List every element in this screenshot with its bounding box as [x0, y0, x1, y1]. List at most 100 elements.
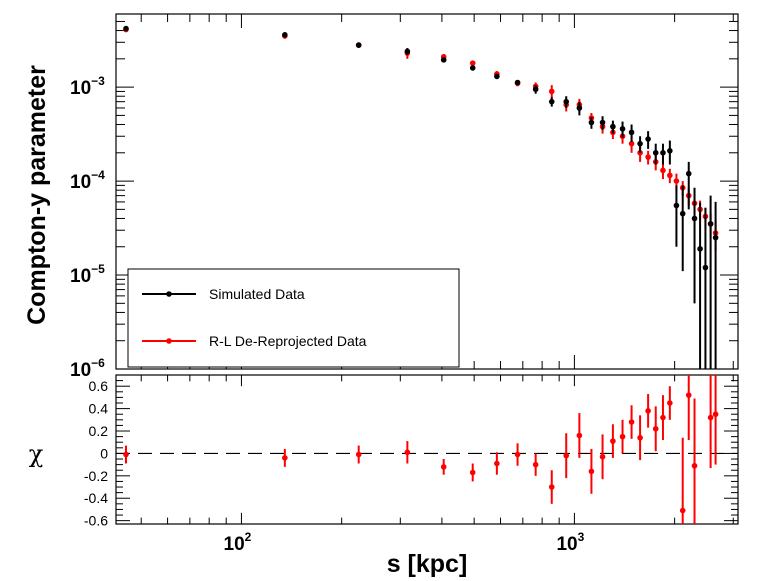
- data-point: [469, 65, 476, 71]
- data-point: [355, 42, 362, 48]
- y-tick-label: 10−4: [70, 168, 105, 193]
- data-point: [440, 57, 447, 63]
- data-point: [532, 86, 539, 93]
- data-point: [702, 264, 709, 271]
- data-point: [637, 140, 643, 147]
- chi-point: [685, 392, 692, 398]
- data-point: [691, 215, 698, 222]
- chi-point: [691, 462, 698, 469]
- chi-point: [707, 414, 714, 421]
- data-point: [628, 140, 635, 147]
- chi-point: [645, 408, 651, 414]
- chi-tick-label: 0.2: [89, 423, 109, 439]
- x-tick-label: 103: [556, 530, 584, 555]
- data-point: [588, 119, 595, 126]
- data-point: [707, 221, 714, 227]
- top-panel-frame: [115, 13, 739, 370]
- chi-point: [599, 453, 606, 460]
- chi-point: [123, 451, 129, 458]
- data-point: [494, 73, 500, 80]
- data-point: [404, 48, 411, 55]
- top-data-points: [123, 25, 719, 369]
- top-axis-ticks: [116, 13, 738, 370]
- data-point: [576, 105, 583, 111]
- data-point: [628, 129, 635, 136]
- chi-tick-label: 0.4: [89, 401, 109, 417]
- y-tick-label: 10−5: [70, 262, 105, 287]
- chi-point: [548, 484, 555, 490]
- bottom-data-points: [123, 375, 719, 524]
- data-point: [469, 60, 476, 66]
- chi-point: [712, 411, 719, 418]
- chi-point: [588, 468, 595, 475]
- x-tick-exponent: 2: [245, 530, 252, 544]
- data-point: [123, 25, 129, 32]
- legend-label-simulated: Simulated Data: [209, 286, 305, 302]
- top-y-tick-labels: 10−610−510−410−3: [70, 74, 105, 381]
- x-tick-exponent: 3: [578, 530, 585, 544]
- x-axis-title: s [kpc]: [387, 550, 468, 578]
- bottom-axis-ticks: [116, 375, 738, 524]
- chi-point: [610, 438, 616, 444]
- y-tick-base: 10: [70, 266, 91, 287]
- data-point: [673, 178, 680, 184]
- bottom-panel-frame: [115, 374, 739, 525]
- data-point: [548, 88, 555, 95]
- chi-point: [532, 461, 539, 468]
- data-point: [685, 170, 692, 177]
- chi-point: [494, 460, 500, 467]
- chi-tick-label: 0: [100, 445, 108, 461]
- data-point: [679, 210, 686, 217]
- y-tick-label: 10−6: [70, 356, 105, 381]
- data-point: [652, 149, 659, 156]
- data-point: [660, 149, 666, 156]
- chi-point: [563, 452, 570, 459]
- chi-point: [637, 434, 643, 441]
- chi-point: [576, 432, 583, 439]
- chi-point: [440, 464, 447, 470]
- legend-label-rl: R-L De-Reprojected Data: [209, 333, 367, 349]
- y-tick-exponent: −5: [91, 262, 105, 276]
- data-point: [548, 98, 555, 105]
- y-tick-base: 10: [70, 360, 91, 381]
- legend-box: [127, 268, 460, 368]
- y-tick-label: 10−3: [70, 74, 105, 99]
- chi-point: [652, 425, 659, 432]
- y-tick-exponent: −4: [91, 168, 105, 182]
- data-point: [660, 167, 666, 174]
- data-point: [645, 154, 651, 160]
- chi-point: [469, 469, 476, 476]
- legend: Simulated Data R-L De-Reprojected Data: [127, 268, 460, 368]
- chi-point: [404, 449, 411, 456]
- data-point: [563, 98, 570, 105]
- data-point: [619, 126, 626, 132]
- data-point: [645, 136, 651, 142]
- x-tick-base: 10: [556, 534, 577, 555]
- chi-point: [282, 455, 288, 461]
- chi-axis-title: χ: [29, 440, 44, 468]
- data-point: [667, 148, 673, 154]
- chi-point: [660, 414, 666, 421]
- y-tick-exponent: −6: [91, 356, 105, 370]
- chi-point: [667, 400, 673, 406]
- data-point: [282, 32, 288, 38]
- data-point: [712, 234, 719, 241]
- data-point: [667, 172, 673, 179]
- x-tick-labels: 102 103: [224, 530, 585, 555]
- y-tick-base: 10: [70, 172, 91, 193]
- y-axis-title: Compton-y parameter: [23, 65, 51, 325]
- data-point: [599, 119, 606, 126]
- data-point: [673, 202, 680, 209]
- chi-tick-label: -0.6: [84, 513, 108, 529]
- y-tick-exponent: −3: [91, 74, 105, 88]
- chi-point: [619, 433, 626, 440]
- legend-marker-rl: [166, 338, 172, 344]
- data-point: [610, 123, 616, 130]
- y-tick-base: 10: [70, 78, 91, 99]
- legend-marker-simulated: [166, 291, 172, 297]
- chi-point: [514, 451, 521, 458]
- x-tick-label: 102: [224, 530, 252, 555]
- bottom-y-tick-labels: -0.6 -0.4 -0.2 0 0.2 0.4 0.6: [84, 378, 108, 528]
- chi-tick-label: -0.4: [84, 490, 108, 506]
